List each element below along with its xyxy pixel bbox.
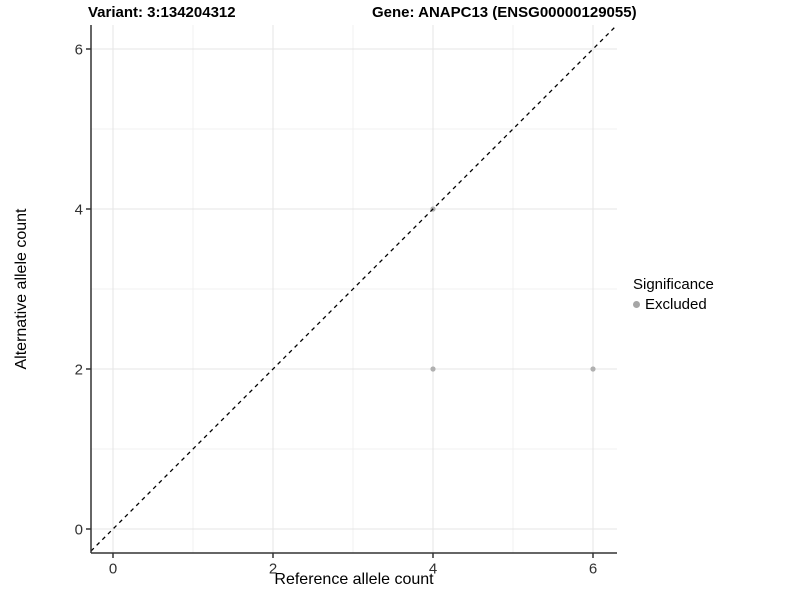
svg-text:4: 4: [75, 201, 83, 218]
plot-title-variant: Variant: 3:134204312: [88, 4, 236, 21]
x-axis-title: Reference allele count: [274, 571, 434, 588]
y-axis-title: Alternative allele count: [13, 208, 30, 370]
svg-text:0: 0: [75, 521, 83, 538]
legend-dot-icon: [633, 301, 640, 308]
svg-text:4: 4: [429, 560, 437, 577]
plot-title-gene: Gene: ANAPC13 (ENSG00000129055): [372, 4, 637, 21]
svg-text:0: 0: [109, 560, 117, 577]
svg-text:2: 2: [269, 560, 277, 577]
svg-text:6: 6: [75, 41, 83, 58]
legend-item-excluded: Excluded: [633, 295, 714, 314]
legend-title: Significance: [633, 276, 714, 293]
data-point: [590, 366, 596, 372]
svg-text:2: 2: [75, 361, 83, 378]
data-point: [430, 366, 436, 372]
legend: Significance Excluded: [633, 275, 714, 314]
svg-text:6: 6: [589, 560, 597, 577]
legend-item-label: Excluded: [645, 296, 707, 313]
